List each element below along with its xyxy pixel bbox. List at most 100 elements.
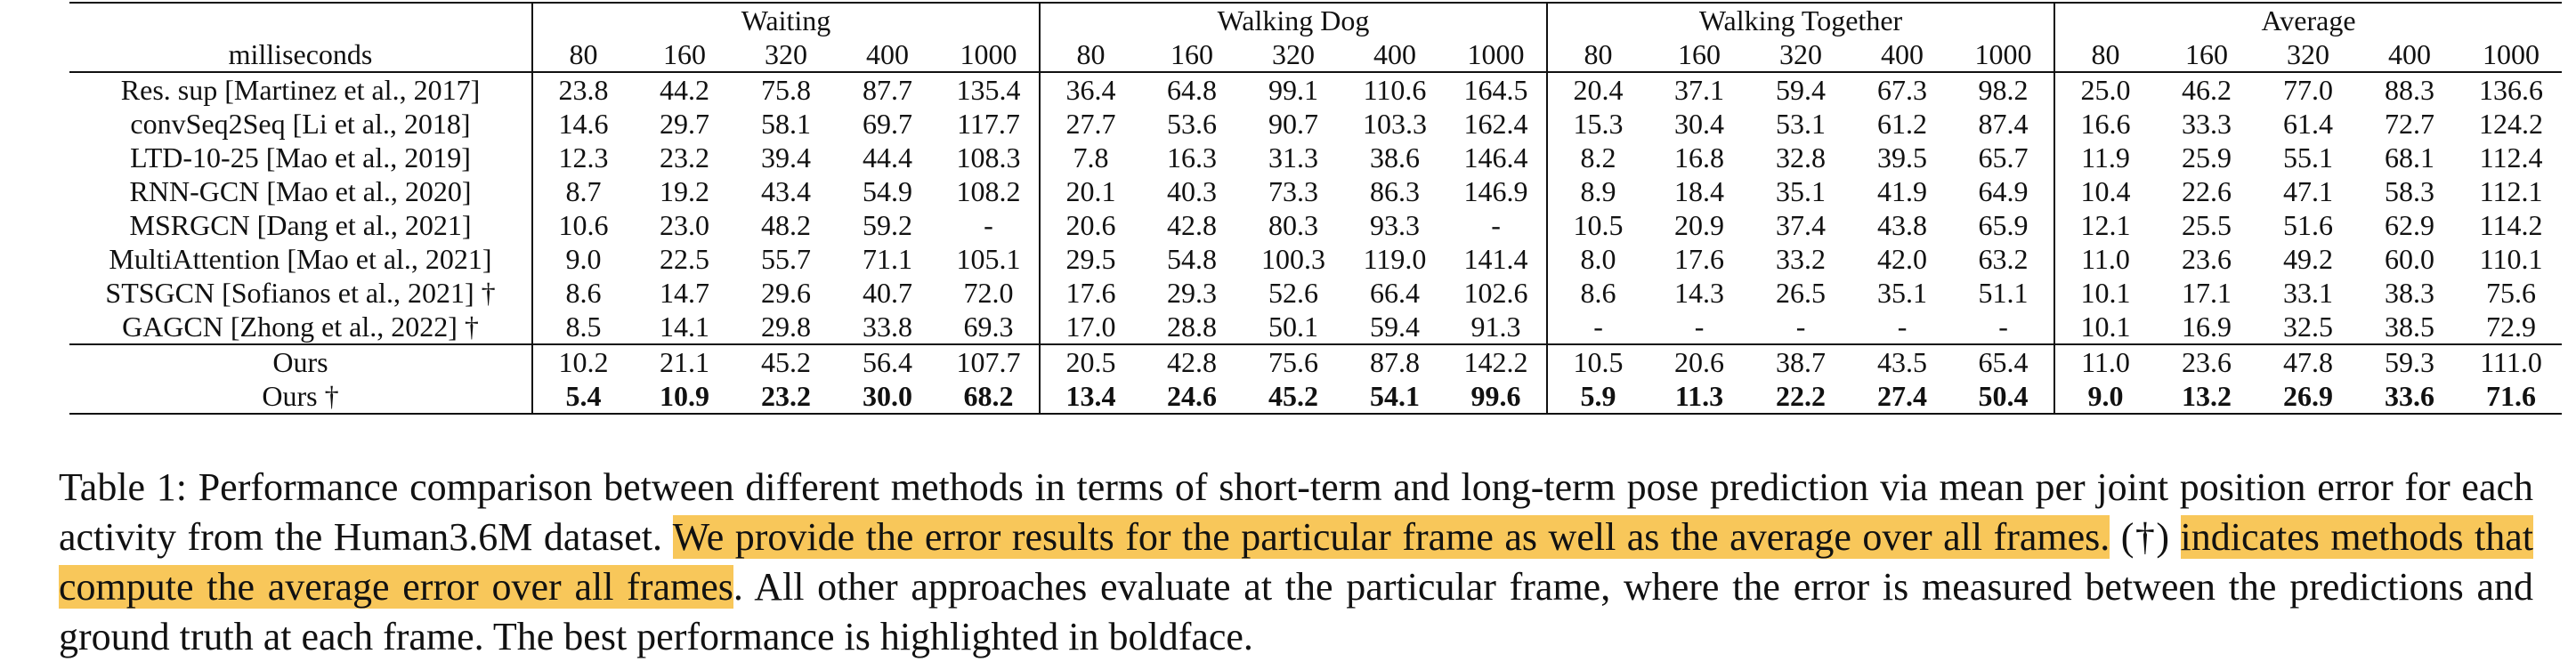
group-header-row: Waiting Walking Dog Walking Together Ave… <box>69 2 2563 37</box>
value-cell: 11.3 <box>1648 379 1751 415</box>
value-cell: 146.4 <box>1463 141 1528 174</box>
method-name: MSRGCN [Dang et al., 2021] <box>129 209 472 241</box>
table-row: Ours 10.2 21.1 45.2 56.4 107.7 20.5 42.8 75.6 87.… <box>69 343 2563 379</box>
value-cell: 23.6 <box>2182 243 2232 275</box>
table-row: GAGCN [Zhong et al., 2022] † 8.5 14.1 29.8 3… <box>69 310 2562 344</box>
value-cell: 30.4 <box>1674 108 1725 140</box>
value-cell: 32.5 <box>2283 311 2334 343</box>
value-cell: 22.5 <box>660 243 709 275</box>
value-cell: 8.5 <box>531 310 634 344</box>
value-cell: 62.9 <box>2385 209 2435 241</box>
value-cell: 86.3 <box>1370 175 1421 207</box>
value-cell: 58.1 <box>761 108 811 140</box>
value-cell: 22.2 <box>1750 379 1852 415</box>
value-cell: 110.1 <box>2479 243 2543 275</box>
value-cell: 16.8 <box>1674 141 1725 174</box>
value-cell: 55.7 <box>761 243 811 275</box>
value-cell: 35.1 <box>1877 277 1928 309</box>
value-cell: 111.0 <box>2460 343 2563 379</box>
value-cell: 110.6 <box>1344 71 1446 107</box>
value-cell: 103.3 <box>1363 108 1428 140</box>
value-cell: 10.1 <box>2054 310 2157 344</box>
value-cell: 33.3 <box>2182 108 2232 140</box>
value-cell: 25.0 <box>2054 71 2157 107</box>
value-cell: 33.1 <box>2283 277 2334 309</box>
value-cell: 50.1 <box>1268 311 1319 343</box>
value-cell: 17.0 <box>1039 310 1142 344</box>
value-cell: 112.1 <box>2479 175 2543 207</box>
group-header-waiting: Waiting <box>531 2 1041 37</box>
value-cell: 14.1 <box>660 311 709 343</box>
value-cell: 25.9 <box>2182 141 2232 174</box>
horizon-header-cell: 80 <box>2054 37 2157 72</box>
horizon-header-cell: 80 <box>1039 37 1142 72</box>
table-row: RNN-GCN [Mao et al., 2020] 8.7 19.2 43.4 54.… <box>69 174 2562 208</box>
value-cell: 59.3 <box>2359 343 2461 379</box>
table-row: MultiAttention [Mao et al., 2021] 9.0 22.5… <box>69 242 2562 276</box>
value-cell: 16.3 <box>1167 141 1218 174</box>
value-cell: 69.7 <box>863 108 912 140</box>
value-cell: 21.1 <box>634 343 735 379</box>
value-cell: 20.6 <box>1039 208 1142 242</box>
value-cell: - <box>1897 311 1908 343</box>
value-cell: 12.1 <box>2054 208 2157 242</box>
horizon-header-cell: 400 <box>2388 38 2432 70</box>
value-cell: 117.7 <box>957 108 1020 140</box>
value-cell: 9.0 <box>531 242 634 276</box>
value-cell: 77.0 <box>2257 71 2360 107</box>
value-cell: 20.5 <box>1039 343 1142 379</box>
value-cell: 39.5 <box>1877 141 1928 174</box>
value-cell: 5.9 <box>1546 379 1649 415</box>
value-cell: 36.4 <box>1039 71 1142 107</box>
method-name: STSGCN [Sofianos et al., 2021] † <box>105 277 496 309</box>
value-cell: 23.2 <box>735 379 837 415</box>
value-cell: 60.0 <box>2385 243 2435 275</box>
horizon-header-cell: 160 <box>1171 38 1214 70</box>
value-cell: 31.3 <box>1268 141 1319 174</box>
value-cell: 54.1 <box>1344 379 1446 415</box>
value-cell: 12.3 <box>531 141 634 174</box>
value-cell: 102.6 <box>1463 277 1528 309</box>
value-cell: 136.6 <box>2460 71 2563 107</box>
value-cell: 11.0 <box>2054 242 2157 276</box>
value-cell: 45.2 <box>735 343 837 379</box>
value-cell: 142.2 <box>1446 343 1548 379</box>
value-cell: 27.7 <box>1039 107 1142 141</box>
table-row: convSeq2Seq [Li et al., 2018] 14.6 29.7 58.… <box>69 107 2562 141</box>
value-cell: 69.3 <box>963 311 1014 343</box>
horizon-header-cell: 160 <box>1678 38 1721 70</box>
method-name: Res. sup [Martinez et al., 2017] <box>69 71 532 107</box>
value-cell: 52.6 <box>1268 277 1319 309</box>
value-cell: 20.9 <box>1674 209 1725 241</box>
value-cell: 44.2 <box>634 71 735 107</box>
method-name: GAGCN [Zhong et al., 2022] † <box>122 311 479 343</box>
horizon-header-cell: 160 <box>663 38 706 70</box>
value-cell: 114.2 <box>2479 209 2543 241</box>
value-cell: 105.1 <box>956 243 1021 275</box>
group-header-walking-together: Walking Together <box>1546 2 2055 37</box>
value-cell: 24.6 <box>1141 379 1243 415</box>
value-cell: 48.2 <box>761 209 811 241</box>
value-cell: 17.6 <box>1674 243 1725 275</box>
value-cell: 99.1 <box>1243 71 1345 107</box>
value-cell: 47.8 <box>2257 343 2360 379</box>
value-cell: 50.4 <box>1953 379 2055 415</box>
value-cell: 8.2 <box>1546 141 1649 174</box>
horizon-header-cell: 400 <box>866 38 909 70</box>
value-cell: 68.2 <box>938 379 1041 415</box>
value-cell: 29.3 <box>1167 277 1218 309</box>
value-cell: 73.3 <box>1268 175 1319 207</box>
value-cell: 59.2 <box>863 209 912 241</box>
value-cell: 7.8 <box>1039 141 1142 174</box>
group-header-walking-dog: Walking Dog <box>1039 2 1548 37</box>
value-cell: 68.1 <box>2385 141 2435 174</box>
results-table-container: Waiting Walking Dog Walking Together Ave… <box>69 2 2563 415</box>
value-cell: 87.7 <box>837 71 938 107</box>
value-cell: 10.9 <box>634 379 735 415</box>
value-cell: 27.4 <box>1851 379 1954 415</box>
value-cell: 17.6 <box>1039 276 1142 310</box>
value-cell: 135.4 <box>938 71 1041 107</box>
value-cell: 61.2 <box>1877 108 1928 140</box>
value-cell: 20.4 <box>1546 71 1649 107</box>
value-cell: 141.4 <box>1463 243 1528 275</box>
